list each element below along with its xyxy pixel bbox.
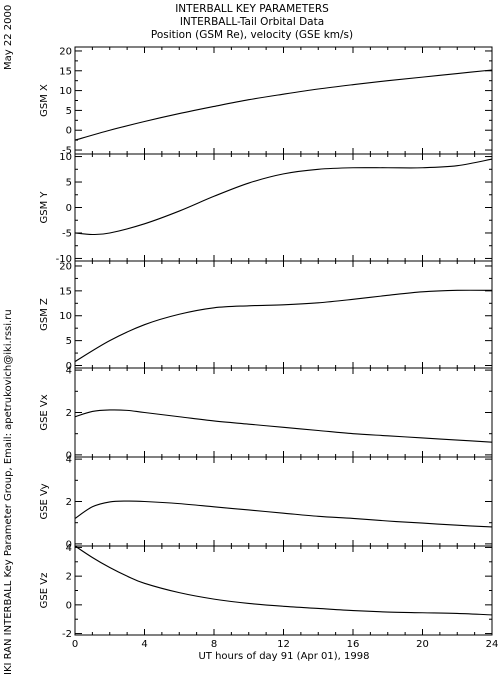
y-tick-label: 0	[66, 361, 72, 372]
panel-frame-gse-vz	[74, 545, 493, 636]
y-tick-label: 15	[59, 286, 72, 297]
side-credit-label: IKI RAN INTERBALL Key Parameter Group, E…	[3, 309, 14, 675]
y-tick-label: 4	[66, 366, 72, 377]
y-tick-label: 10	[59, 311, 72, 322]
series-line-gsm-y	[74, 158, 493, 236]
y-tick-label: -10	[56, 254, 72, 265]
panel-frame-gsm-x	[74, 46, 493, 155]
y-tick-label: 4	[66, 455, 72, 466]
y-tick-label: -5	[62, 228, 72, 239]
series-line-gse-vy	[74, 500, 493, 528]
y-tick-label: 5	[66, 336, 72, 347]
x-tick-label: 12	[277, 639, 290, 650]
y-tick-label: 20	[59, 261, 72, 272]
side-date-label: May 22 2000	[3, 5, 14, 70]
x-axis-label: UT hours of day 91 (Apr 01), 1998	[198, 651, 369, 662]
x-tick-label: 8	[211, 639, 217, 650]
y-tick-label: 4	[66, 543, 72, 554]
x-tick-label: 0	[72, 639, 78, 650]
title-line-3: Position (GSM Re), velocity (GSE km/s)	[151, 29, 353, 41]
y-tick-label: 20	[59, 46, 72, 57]
y-tick-label: 5	[66, 106, 72, 117]
y-tick-label: 2	[66, 497, 72, 508]
x-tick-label: 24	[486, 639, 499, 650]
series-line-gse-vz	[74, 545, 493, 616]
y-tick-label: 10	[59, 152, 72, 163]
y-tick-label: 15	[59, 66, 72, 77]
series-line-gsm-x	[74, 69, 493, 141]
series-line-gsm-z	[74, 289, 493, 363]
y-tick-label: 5	[66, 178, 72, 189]
y-tick-label: -5	[62, 146, 72, 157]
y-axis-label-gsm-z: GSM Z	[39, 298, 50, 331]
x-tick-label: 20	[416, 639, 429, 650]
y-axis-label-gsm-y: GSM Y	[39, 191, 50, 224]
series-line-gse-vx	[74, 409, 493, 443]
y-tick-label: 2	[66, 572, 72, 583]
y-axis-label-gse-vy: GSE Vy	[39, 483, 50, 519]
y-axis-label-gse-vx: GSE Vx	[39, 394, 50, 430]
panel-frame-gsm-z	[74, 260, 493, 369]
panel-frame-gsm-y	[74, 153, 493, 262]
x-tick-label: 16	[347, 639, 360, 650]
title-line-2: INTERBALL-Tail Orbital Data	[180, 16, 324, 28]
y-tick-label: 0	[66, 203, 72, 214]
y-tick-label: 0	[66, 600, 72, 611]
panel-frame-gse-vx	[74, 367, 493, 458]
y-axis-label-gse-vz: GSE Vz	[39, 573, 50, 609]
y-axis-label-gsm-x: GSM X	[39, 84, 50, 117]
y-tick-label: 0	[66, 450, 72, 461]
y-tick-label: 0	[66, 126, 72, 137]
x-tick-label: 4	[141, 639, 147, 650]
y-tick-label: 0	[66, 539, 72, 550]
y-tick-label: 2	[66, 408, 72, 419]
y-tick-label: -2	[62, 629, 72, 640]
y-tick-label: 10	[59, 86, 72, 97]
title-line-1: INTERBALL KEY PARAMETERS	[175, 3, 329, 15]
